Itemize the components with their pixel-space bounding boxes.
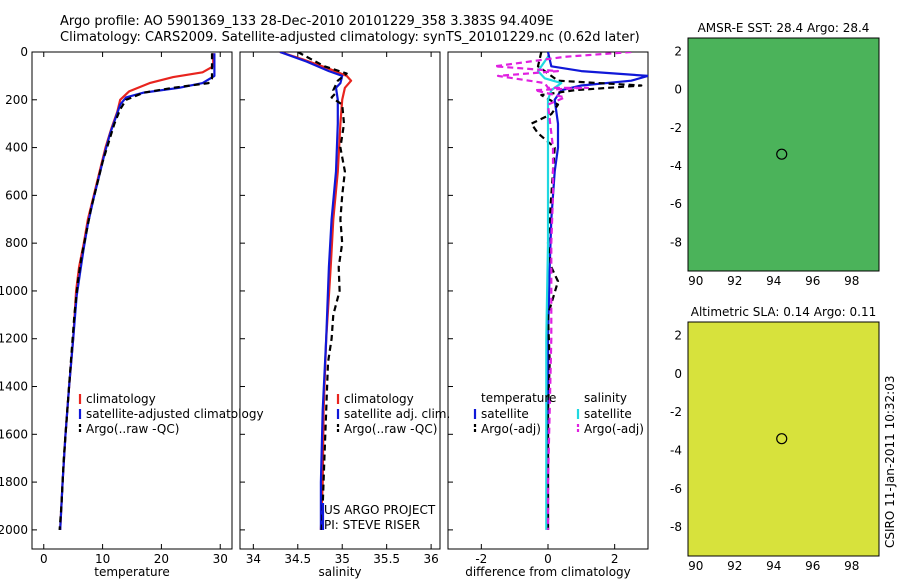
salinity-xtick-label: 35.5 [373, 552, 400, 566]
difference-legend-1-1-label: Argo(-adj) [584, 422, 644, 436]
sst-map-ytick-label: -4 [670, 159, 682, 173]
sst-map-frame [687, 37, 880, 272]
sla-map-xtick-label: 98 [844, 559, 859, 573]
sst-map-ytick-label: -2 [670, 121, 682, 135]
difference-legend-1-0-label: satellite [584, 407, 632, 421]
temperature-legend-1-label: satellite-adjusted climatology [86, 407, 264, 421]
footer-credit: CSIRO 11-Jan-2011 10:32:03 [883, 376, 897, 548]
difference-xtick-label: 2 [611, 552, 619, 566]
sst-map-background [688, 38, 879, 271]
temperature-xtick-label: 10 [95, 552, 110, 566]
difference-legend-heading-0: temperature [481, 391, 556, 405]
sla-map-frame [687, 321, 880, 557]
temperature-frame [31, 51, 233, 550]
temperature-ytick-label: 1800 [0, 475, 28, 489]
difference-series-group [493, 52, 648, 530]
sla-map-ytick-label: -4 [670, 444, 682, 458]
salinity-frame [239, 51, 441, 550]
sla-map-ytick-label: -8 [670, 520, 682, 534]
temperature-xtick-label: 0 [40, 552, 48, 566]
sla-map-xtick-label: 92 [727, 559, 742, 573]
sst-map-argo-position-marker [776, 148, 788, 160]
sst-map-ytick-label: -8 [670, 235, 682, 249]
sla-map-argo-position-marker [776, 433, 788, 445]
sla-map-background [688, 322, 879, 556]
sla-map-xtick-label: 94 [766, 559, 781, 573]
temperature-ytick-label: 800 [5, 236, 28, 250]
salinity-xtick-label: 34.5 [284, 552, 311, 566]
difference-series-line-1 [530, 52, 643, 530]
temperature-series-line-1 [59, 53, 216, 530]
temperature-legend-2-label: Argo(..raw -QC) [86, 422, 179, 436]
sst-map-xtick-label: 98 [844, 274, 859, 288]
difference-legend-heading-1: salinity [584, 391, 627, 405]
sla-map-xtick-label: 96 [805, 559, 820, 573]
figure-title-line-1: Argo profile: AO 5901369_133 28-Dec-2010… [60, 14, 554, 29]
sst-map-ytick-label: -6 [670, 197, 682, 211]
figure-title-line-2: Climatology: CARS2009. Satellite-adjuste… [60, 30, 640, 45]
salinity-xtick-label: 36 [423, 552, 438, 566]
temperature-legend-0-label: climatology [86, 392, 156, 406]
difference-xtick-label: -2 [475, 552, 487, 566]
temperature-ytick-label: 600 [5, 188, 28, 202]
temperature-ytick-label: 1200 [0, 332, 28, 346]
sla-map-ytick-label: 0 [674, 367, 682, 381]
temperature-xtick-label: 20 [154, 552, 169, 566]
temperature-ytick-label: 1600 [0, 427, 28, 441]
salinity-annotation-0: US ARGO PROJECT [324, 503, 436, 517]
sst-map-xtick-label: 90 [688, 274, 703, 288]
salinity-series-line-2 [297, 52, 348, 530]
temperature-series-group [58, 53, 216, 530]
sla-map-ytick-label: -2 [670, 405, 682, 419]
sla-map-ytick-label: -6 [670, 482, 682, 496]
salinity-xtick-label: 35 [335, 552, 350, 566]
difference-legend-0-0-label: satellite [481, 407, 529, 421]
temperature-xlabel: temperature [94, 565, 169, 579]
temperature-ytick-label: 400 [5, 141, 28, 155]
temperature-xtick-label: 30 [213, 552, 228, 566]
difference-xtick-label: 0 [544, 552, 552, 566]
salinity-legend-0-label: climatology [344, 392, 414, 406]
salinity-series-group [279, 52, 353, 530]
sst-map-xtick-label: 92 [727, 274, 742, 288]
difference-series-line-0 [546, 52, 648, 530]
temperature-ytick-label: 1400 [0, 380, 28, 394]
salinity-legend-1-label: satellite adj. clim. [344, 407, 450, 421]
salinity-legend-2-label: Argo(..raw -QC) [344, 422, 437, 436]
sla-map-title: Altimetric SLA: 0.14 Argo: 0.11 [691, 305, 876, 319]
temperature-ytick-label: 2000 [0, 523, 28, 537]
salinity-series-line-1 [279, 52, 344, 530]
sst-map-ytick-label: 0 [674, 83, 682, 97]
difference-series-line-3 [493, 52, 632, 530]
salinity-xtick-label: 34 [246, 552, 261, 566]
sst-map-title: AMSR-E SST: 28.4 Argo: 28.4 [698, 21, 870, 35]
sst-map-ytick-label: 2 [674, 44, 682, 58]
difference-xlabel: difference from climatology [465, 565, 631, 579]
salinity-xlabel: salinity [318, 565, 361, 579]
difference-series-line-2 [536, 56, 563, 530]
sla-map-xtick-label: 90 [688, 559, 703, 573]
temperature-ytick-label: 0 [20, 45, 28, 59]
salinity-annotation-1: PI: STEVE RISER [324, 518, 420, 532]
difference-legend-0-1-label: Argo(-adj) [481, 422, 541, 436]
temperature-series-line-0 [59, 53, 215, 530]
sst-map-xtick-label: 96 [805, 274, 820, 288]
temperature-series-line-2 [58, 53, 214, 530]
sst-map-xtick-label: 94 [766, 274, 781, 288]
temperature-ytick-label: 200 [5, 93, 28, 107]
temperature-ytick-label: 1000 [0, 284, 28, 298]
sla-map-ytick-label: 2 [674, 328, 682, 342]
